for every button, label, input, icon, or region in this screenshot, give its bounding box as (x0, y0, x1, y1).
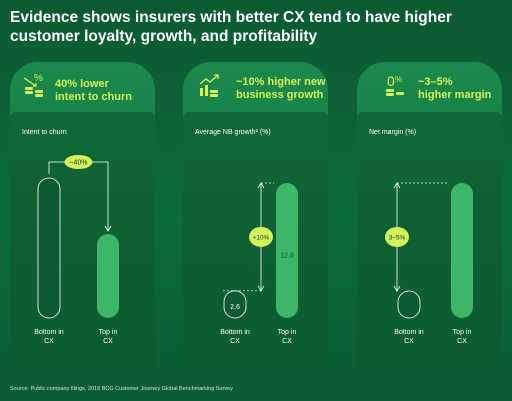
margin-category-label-1-a: Top in (453, 329, 472, 336)
churn-category-label-1-a: Top in (99, 329, 118, 336)
churn-axis-label: Intent to churn (22, 129, 67, 136)
growth-category-label-1-a: Top in (278, 329, 297, 336)
growth-value-label-1: 12.9 (280, 252, 294, 259)
churn-annotation-text: –40% (70, 160, 88, 167)
margin-annotation-text: 3–5% (389, 235, 406, 242)
churn-annotation-badge (64, 155, 93, 169)
panel-margin-body (357, 112, 502, 372)
margin-annotation-badge (385, 227, 409, 247)
percent-coins-icon: 0 % (382, 72, 408, 98)
svg-text:%: % (395, 75, 402, 84)
headline-growth-line2: business growth (236, 89, 324, 101)
margin-axis-label: Net margin (%) (369, 129, 416, 136)
growth-category-label-1-b: CX (282, 338, 292, 345)
growth-span-arrow-bottom (257, 285, 265, 292)
headline-margin: ~3–5% higher margin (418, 76, 491, 102)
churn-bar-top (97, 234, 119, 318)
margin-span-arrow-bottom (393, 285, 401, 292)
svg-text:0: 0 (387, 73, 395, 89)
growth-chart-coins-icon (198, 72, 224, 98)
headline-churn-line2: intent to churn (55, 91, 132, 103)
headline-churn-line1: 40% lower (55, 78, 109, 90)
margin-span-arrow-top (393, 182, 401, 189)
margin-category-label-0-a: Bottom in (394, 329, 424, 336)
headline-growth: ~10% higher new business growth (236, 76, 326, 102)
margin-category-label-0-b: CX (404, 338, 414, 345)
page-title: Evidence shows insurers with better CX t… (10, 9, 452, 45)
panel-churn (10, 62, 155, 372)
churn-bar-bottom (37, 177, 61, 319)
source-note: Source: Public company filings, 2019 BCG… (10, 386, 233, 392)
headline-churn: 40% lower intent to churn (55, 78, 132, 104)
headline-growth-line1: ~10% higher new (236, 76, 326, 88)
growth-value-label-0: 2.6 (230, 304, 240, 311)
growth-category-label-0-b: CX (230, 338, 240, 345)
svg-text:%: % (34, 73, 43, 84)
margin-bar-bottom (397, 290, 421, 319)
growth-bar-top (276, 183, 298, 318)
headline-margin-line2: higher margin (418, 89, 492, 101)
churn-category-label-0-b: CX (44, 338, 54, 345)
percent-coins-down-icon: % (22, 72, 48, 98)
churn-category-label-1-b: CX (103, 338, 113, 345)
growth-annotation-badge (249, 226, 273, 247)
growth-category-label-0-a: Bottom in (220, 329, 250, 336)
margin-category-label-1-b: CX (457, 338, 467, 345)
churn-category-label-0-a: Bottom in (34, 329, 64, 336)
growth-axis-label: Average NB growth² (%) (195, 129, 271, 136)
growth-annotation-text: +10% (253, 234, 270, 241)
headline-margin-line1: ~3–5% (418, 76, 453, 88)
growth-span-arrow-top (257, 182, 265, 189)
churn-connector-arrow (104, 225, 112, 232)
panel-margin (357, 62, 502, 372)
margin-bar-top (451, 183, 473, 318)
